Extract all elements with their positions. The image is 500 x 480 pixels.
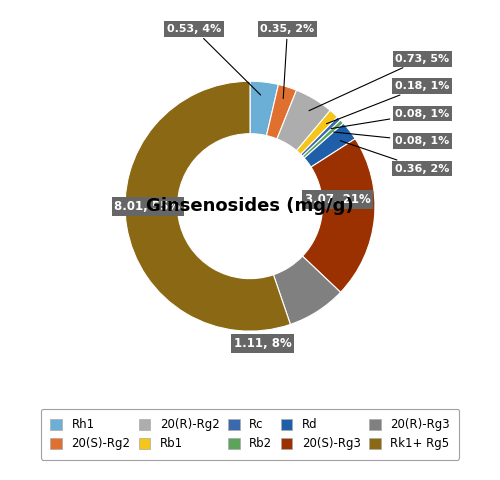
Wedge shape	[250, 81, 278, 136]
Wedge shape	[300, 117, 341, 156]
Wedge shape	[304, 123, 355, 167]
Text: 3.07, 21%: 3.07, 21%	[304, 193, 370, 206]
Text: 1.11, 8%: 1.11, 8%	[234, 337, 292, 350]
Wedge shape	[296, 110, 338, 155]
Wedge shape	[277, 90, 330, 151]
Text: 0.08, 1%: 0.08, 1%	[331, 108, 450, 129]
Text: 0.53, 4%: 0.53, 4%	[166, 24, 260, 95]
Wedge shape	[266, 84, 296, 139]
Text: 0.35, 2%: 0.35, 2%	[260, 24, 314, 98]
Wedge shape	[274, 256, 340, 324]
Text: 0.36, 2%: 0.36, 2%	[340, 141, 450, 174]
Text: 0.73, 5%: 0.73, 5%	[309, 54, 450, 111]
Wedge shape	[302, 120, 344, 158]
Wedge shape	[125, 81, 290, 331]
Wedge shape	[302, 139, 375, 292]
Text: 0.18, 1%: 0.18, 1%	[326, 81, 450, 124]
Text: Ginsenosides (mg/g): Ginsenosides (mg/g)	[146, 197, 354, 215]
Legend: Rh1, 20(S)-Rg2, 20(R)-Rg2, Rb1, Rc, Rb2, Rd, 20(S)-Rg3, 20(R)-Rg3, Rk1+ Rg5: Rh1, 20(S)-Rg2, 20(R)-Rg2, Rb1, Rc, Rb2,…	[40, 409, 460, 460]
Text: 0.08, 1%: 0.08, 1%	[334, 132, 450, 146]
Text: 8.01, 55%: 8.01, 55%	[114, 200, 180, 213]
